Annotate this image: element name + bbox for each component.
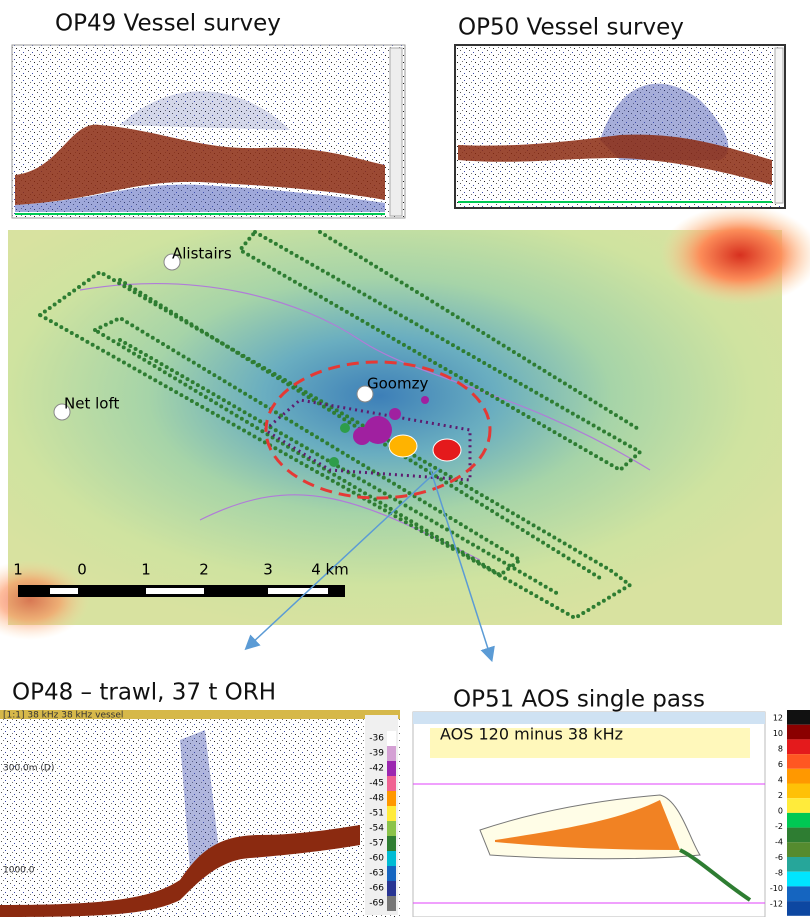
colorbar-swatch: [787, 754, 810, 769]
colorbar-swatch: [787, 768, 810, 784]
colorbar-label: -6: [775, 853, 783, 862]
scale-label: -48: [369, 794, 384, 804]
scale-label: -57: [369, 839, 384, 849]
colorbar-label: 6: [778, 760, 783, 769]
scale-swatch: [387, 881, 396, 896]
place-label: Net loft: [64, 395, 119, 413]
scale-swatch: [387, 821, 396, 836]
colorbar-swatch: [787, 724, 810, 740]
arrow: [244, 467, 441, 651]
colorbar-label: -12: [770, 899, 783, 908]
scale-label: -66: [369, 884, 384, 894]
scale-swatch: [387, 896, 396, 911]
depth-label: 300.0m (D): [3, 764, 54, 774]
colorbar: 12 10 8 6 4 2 0 -2 -4 -6 -8 -10 -12: [770, 710, 810, 916]
scale-swatch: [387, 836, 396, 851]
echogram: AOS 120 minus 38 kHz: [412, 711, 766, 917]
colorbar-swatch: [787, 739, 810, 755]
scale-label: 1: [141, 561, 151, 579]
colorbar-label: 12: [773, 713, 783, 722]
scale-bar: [18, 585, 345, 597]
scale-label: -51: [369, 809, 384, 819]
scale-label: -63: [369, 869, 384, 879]
panel-title: OP50 Vessel survey: [458, 15, 684, 41]
colorbar-swatch: [787, 857, 810, 872]
panel-subtitle: AOS 120 minus 38 kHz: [440, 725, 623, 744]
scale-swatch: [387, 776, 396, 791]
arrow: [429, 467, 495, 663]
panel-title: OP48 – trawl, 37 t ORH: [12, 680, 276, 706]
colorbar-label: 0: [778, 806, 783, 815]
window-header: [1:1] 38 kHz 38 kHz vessel: [3, 711, 123, 721]
scale-swatch: [387, 761, 396, 776]
scale-label: 2: [199, 561, 209, 579]
colorbar-swatch: [787, 798, 810, 813]
panel-title: OP49 Vessel survey: [55, 11, 281, 37]
scale-label: -69: [369, 899, 384, 909]
depth-label: 1000.0: [3, 866, 35, 876]
scale-swatch: [387, 731, 396, 746]
scale-label: 3: [263, 561, 273, 579]
colorbar-label: -8: [775, 868, 783, 877]
colorbar-swatch: [787, 710, 810, 725]
scale-label: 4 km: [311, 561, 349, 579]
scale-label: -39: [369, 749, 384, 759]
colorbar-swatch: [787, 827, 810, 843]
colorbar-label: 4: [778, 775, 783, 784]
echogram: [11, 44, 406, 219]
colorbar-swatch: [787, 812, 810, 828]
scale-label: 1: [13, 561, 23, 579]
colorbar-label: -2: [775, 822, 783, 831]
colorbar-label: 10: [773, 729, 783, 738]
colorbar-swatch: [787, 871, 810, 887]
scale-swatch: [387, 866, 396, 881]
scale-swatch: [387, 806, 396, 821]
scale-swatch: [387, 791, 396, 806]
echogram: [1:1] 38 kHz 38 kHz vessel 300.0m (D) 10…: [0, 710, 400, 917]
colorbar-label: 8: [778, 744, 783, 753]
panel-title: OP51 AOS single pass: [453, 687, 705, 713]
colorbar-swatch: [787, 842, 810, 857]
colorbar-swatch: [787, 886, 810, 902]
colorbar-label: 2: [778, 791, 783, 800]
map: Alistairs Goomzy Net loft: [0, 205, 810, 640]
place-label: Alistairs: [172, 245, 232, 263]
scale-label: -36: [369, 734, 384, 744]
scale-swatch: [387, 746, 396, 761]
scale-label: -60: [369, 854, 384, 864]
colorbar-swatch: [787, 901, 810, 916]
echogram: [454, 44, 786, 209]
place-label: Goomzy: [367, 375, 428, 393]
scale-label: -45: [369, 779, 384, 789]
colorbar-swatch: [787, 783, 810, 799]
colorbar-label: -10: [770, 884, 783, 893]
scale-label: -42: [369, 764, 384, 774]
scale-label: -54: [369, 824, 384, 834]
scale-swatch: [387, 851, 396, 866]
scale-label: 0: [77, 561, 87, 579]
colorbar-label: -4: [775, 837, 783, 846]
